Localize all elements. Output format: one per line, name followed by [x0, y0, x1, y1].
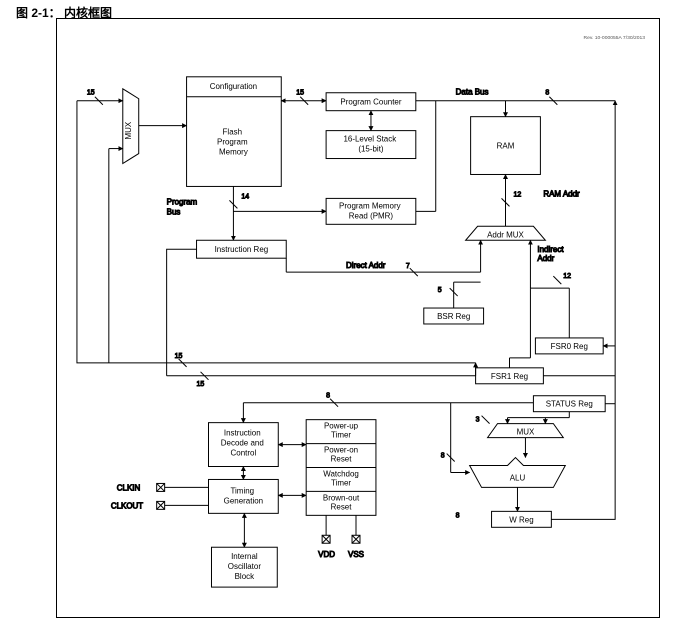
bus-12-ind: 12 [563, 273, 571, 280]
bus-8-databus: 8 [545, 90, 549, 97]
ram-addr-label: RAM Addr [543, 189, 580, 198]
fsr1-label: FSR1 Reg [491, 372, 528, 381]
bus-8-alu: 8 [441, 453, 445, 460]
bus-15-left: 15 [87, 90, 95, 97]
alu-label: ALU [510, 473, 526, 482]
indirect-addr-label: IndirectAddr [537, 245, 564, 263]
ireg-label: Instruction Reg [215, 245, 269, 254]
clkin-label: CLKIN [117, 483, 141, 492]
bus-3: 3 [476, 417, 480, 424]
clkout-label: CLKOUT [111, 501, 143, 510]
vss-label: VSS [348, 550, 364, 559]
configuration-label: Configuration [210, 82, 257, 91]
block-diagram: Rev. 10-000055A 7/30/2013 Configuration … [57, 19, 659, 617]
direct-addr-label: Direct Addr [346, 261, 386, 270]
bus-8-bottom: 8 [456, 512, 460, 519]
lower-mux-label: MUX [517, 428, 535, 437]
bus-14: 14 [241, 193, 249, 200]
bus-15-pc: 15 [296, 90, 304, 97]
data-bus-label: Data Bus [456, 88, 489, 97]
program-bus-label: ProgramBus [167, 197, 198, 216]
pc-label: Program Counter [340, 98, 401, 107]
wreg-label: W Reg [509, 515, 533, 524]
status-label: STATUS Reg [546, 400, 593, 409]
left-mux-label: MUX [124, 121, 133, 139]
revision-text: Rev. 10-000055A 7/30/2013 [584, 35, 646, 41]
vdd-label: VDD [318, 550, 335, 559]
addrmux-label: Addr MUX [487, 230, 524, 239]
diagram-frame: Rev. 10-000055A 7/30/2013 Configuration … [56, 18, 660, 618]
bus-5: 5 [438, 287, 442, 294]
bus-7: 7 [406, 263, 410, 270]
bus-12-ram: 12 [513, 191, 521, 198]
fsr0-label: FSR0 Reg [551, 342, 588, 351]
bus-15-loop2: 15 [197, 381, 205, 388]
ram-label: RAM [497, 142, 515, 151]
bus-15-loop1: 15 [175, 353, 183, 360]
bus-8-mid: 8 [326, 393, 330, 400]
bsr-label: BSR Reg [437, 312, 470, 321]
